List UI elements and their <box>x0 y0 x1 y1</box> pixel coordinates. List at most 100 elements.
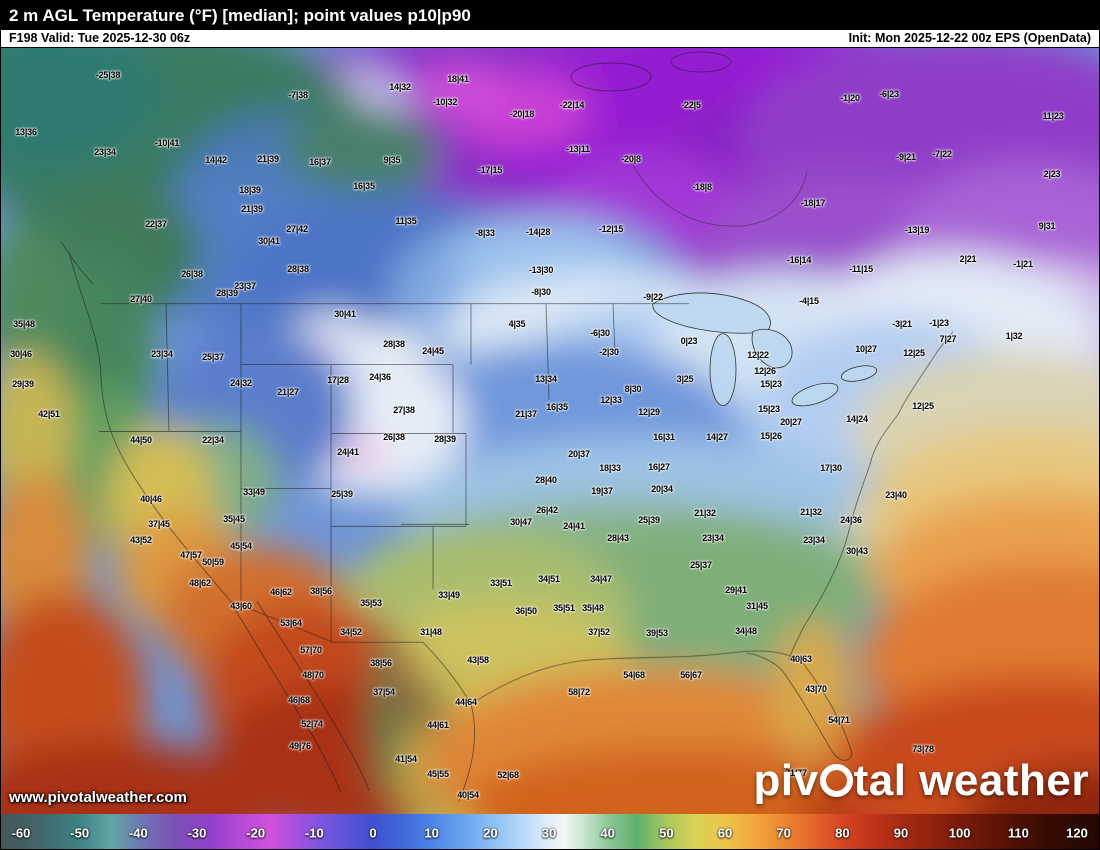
point-value-label: 11|35 <box>395 216 417 226</box>
point-value-label: 24|45 <box>422 346 444 356</box>
point-value-label: -10|41 <box>154 138 180 148</box>
point-value-label: 21|39 <box>257 154 279 164</box>
point-value-label: 48|70 <box>302 670 324 680</box>
point-value-label: -10|32 <box>432 97 458 107</box>
point-value-label: 40|54 <box>457 790 479 800</box>
point-value-label: 19|37 <box>591 486 613 496</box>
point-value-label: 23|34 <box>702 533 724 543</box>
point-value-label: 14|32 <box>389 82 411 92</box>
point-value-label: -17|15 <box>477 165 503 175</box>
point-value-label: 28|38 <box>383 339 405 349</box>
point-value-label: -9|22 <box>643 292 663 302</box>
brand-text-left: piv <box>753 756 819 805</box>
point-value-label: 35|45 <box>223 514 245 524</box>
logo-globe-icon <box>819 764 853 797</box>
point-value-label: -13|11 <box>566 144 590 154</box>
colorbar-tick-label: 30 <box>541 825 557 840</box>
point-value-label: 13|34 <box>535 374 557 384</box>
point-value-label: 25|39 <box>331 489 353 499</box>
point-value-label: -8|33 <box>475 228 495 238</box>
point-value-label: -1|20 <box>840 93 860 103</box>
point-value-label: 27|40 <box>130 294 152 304</box>
init-time-label: Init: Mon 2025-12-22 00z EPS (OpenData) <box>848 31 1091 45</box>
point-value-label: 43|60 <box>230 601 252 611</box>
point-value-label: 28|39 <box>434 434 456 444</box>
point-value-label: 21|32 <box>800 507 822 517</box>
point-value-label: 23|34 <box>803 535 825 545</box>
point-value-label: 49|76 <box>289 741 311 751</box>
point-value-label: 23|34 <box>94 147 116 157</box>
point-value-label: 25|37 <box>690 560 712 570</box>
point-value-label: -2|30 <box>599 347 619 357</box>
colorbar-tick-label: -60 <box>11 825 31 840</box>
point-value-label: 43|52 <box>130 535 152 545</box>
point-value-label: 16|35 <box>546 402 568 412</box>
point-value-label: 24|36 <box>369 372 391 382</box>
point-value-label: 46|68 <box>288 695 310 705</box>
point-value-label: 39|53 <box>646 628 668 638</box>
point-value-label: 28|38 <box>287 264 309 274</box>
point-value-label: 35|53 <box>360 598 382 608</box>
colorbar-tick-label: 20 <box>483 825 498 840</box>
point-value-label: 33|49 <box>243 487 265 497</box>
point-value-label: 12|25 <box>903 348 925 358</box>
colorbar-tick-label: 10 <box>424 825 439 840</box>
point-value-label: 22|37 <box>145 219 167 229</box>
point-value-label: 18|41 <box>447 74 469 84</box>
point-value-label: 46|62 <box>270 587 292 597</box>
point-value-label: 31|45 <box>746 601 768 611</box>
colorbar-tick-label: 120 <box>1066 825 1088 840</box>
map-title: 2 m AGL Temperature (°F) [median]; point… <box>9 6 471 25</box>
great-lakes <box>652 292 878 407</box>
point-value-label: 35|48 <box>582 603 604 613</box>
point-value-label: 17|30 <box>820 463 842 473</box>
colorbar-tick-label: 80 <box>835 825 850 840</box>
point-value-label: 2|23 <box>1043 169 1061 179</box>
point-value-label: 36|50 <box>515 606 537 616</box>
point-value-label: 10|27 <box>855 344 877 354</box>
point-value-label: 30|41 <box>258 236 280 246</box>
point-value-label: 52|74 <box>301 719 323 729</box>
point-value-label: 44|50 <box>130 435 152 445</box>
point-value-label: 23|37 <box>234 281 256 291</box>
colorbar-tick-label: -10 <box>304 825 324 840</box>
colorbar-tick-label: -50 <box>70 825 90 840</box>
point-value-label: 23|34 <box>151 349 173 359</box>
point-value-label: -6|30 <box>590 328 610 338</box>
point-value-label: -12|15 <box>598 224 624 234</box>
point-value-label: 30|43 <box>846 546 868 556</box>
point-value-label: 16|37 <box>309 157 331 167</box>
colorbar-tick-label: 110 <box>1007 825 1029 840</box>
point-value-label: 45|55 <box>427 769 449 779</box>
point-value-label: -6|23 <box>879 89 899 99</box>
title-bar: 2 m AGL Temperature (°F) [median]; point… <box>1 1 1099 30</box>
point-value-label: 15|23 <box>760 379 782 389</box>
point-value-label: 15|23 <box>758 404 780 414</box>
point-value-label: 29|39 <box>12 379 34 389</box>
point-value-label: 57|70 <box>300 645 322 655</box>
point-value-label: 30|46 <box>10 349 32 359</box>
colorbar-tick-label: 40 <box>600 825 615 840</box>
colorbar-tick-label: 50 <box>659 825 674 840</box>
point-value-label: 38|56 <box>310 586 332 596</box>
point-value-label: 11|23 <box>1042 111 1064 121</box>
point-value-label: 9|35 <box>383 155 401 165</box>
point-value-label: -8|30 <box>531 287 551 297</box>
point-value-label: 34|51 <box>538 574 560 584</box>
point-value-label: 43|58 <box>467 655 489 665</box>
point-value-label: 27|42 <box>286 224 308 234</box>
point-value-label: -22|5 <box>681 100 701 110</box>
point-value-label: 29|41 <box>725 585 747 595</box>
point-value-label: -22|14 <box>559 100 585 110</box>
point-value-label: 21|37 <box>515 409 537 419</box>
point-value-label: 26|38 <box>181 269 203 279</box>
temperature-field-map <box>1 48 1099 814</box>
point-value-label: 14|42 <box>205 155 227 165</box>
point-value-label: 45|54 <box>230 541 252 551</box>
point-value-label: 20|27 <box>780 417 802 427</box>
point-value-label: 16|35 <box>353 181 375 191</box>
point-value-label: 53|64 <box>280 618 302 628</box>
point-value-label: -20|18 <box>509 109 535 119</box>
point-value-label: 2|21 <box>959 254 977 264</box>
